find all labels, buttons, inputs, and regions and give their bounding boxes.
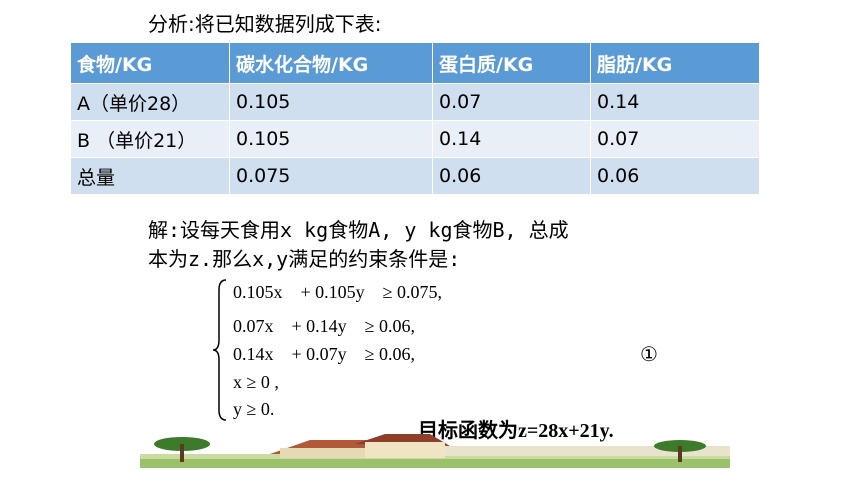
- header-row: 食物/KG 碳水化合物/KG 蛋白质/KG 脂肪/KG: [70, 42, 760, 84]
- table-cell: B （单价21）: [70, 120, 230, 158]
- table-cell: A（单价28）: [70, 83, 230, 121]
- column-header: 蛋白质/KG: [432, 42, 591, 84]
- brace: [212, 279, 227, 421]
- table-cell: 0.06: [432, 157, 591, 195]
- table-cell: 总量: [70, 157, 230, 195]
- table-row: 总量 0.075 0.06 0.06: [70, 157, 760, 195]
- table-cell: 0.06: [590, 157, 760, 195]
- equation-label: ①: [640, 342, 658, 366]
- constraint: 0.07x + 0.14y ≥ 0.06,: [233, 316, 416, 336]
- table-cell: 0.075: [229, 157, 433, 195]
- constraint: x ≥ 0 ,: [233, 372, 279, 392]
- table-row: B （单价21） 0.105 0.14 0.07: [70, 120, 760, 158]
- table-cell: 0.105: [229, 83, 433, 121]
- constraint: 0.14x + 0.07y ≥ 0.06,: [233, 344, 416, 364]
- title: 分析:将已知数据列成下表:: [148, 12, 382, 36]
- table-cell: 0.07: [590, 120, 760, 158]
- objective: 目标函数为z=28x+21y.: [418, 420, 614, 442]
- solution-line: 解:设每天食用x kg食物A, y kg食物B, 总成: [148, 218, 569, 242]
- table-cell: 0.07: [432, 83, 591, 121]
- table-row: A（单价28） 0.105 0.07 0.14: [70, 83, 760, 121]
- solution-line: 本为z.那么x,y满足的约束条件是:: [148, 247, 461, 271]
- table-cell: 0.14: [590, 83, 760, 121]
- data-table: 食物/KG 碳水化合物/KG 蛋白质/KG 脂肪/KG A（单价28） 0.105 0.07…: [70, 42, 760, 195]
- constraint: y ≥ 0.: [233, 399, 275, 419]
- column-header: 碳水化合物/KG: [229, 42, 433, 84]
- constraint: 0.105x + 0.105y ≥ 0.075,: [233, 282, 443, 302]
- landscape: [140, 434, 730, 468]
- column-header: 脂肪/KG: [590, 42, 760, 84]
- table-cell: 0.105: [229, 120, 433, 158]
- table-cell: 0.14: [432, 120, 591, 158]
- column-header: 食物/KG: [70, 42, 230, 84]
